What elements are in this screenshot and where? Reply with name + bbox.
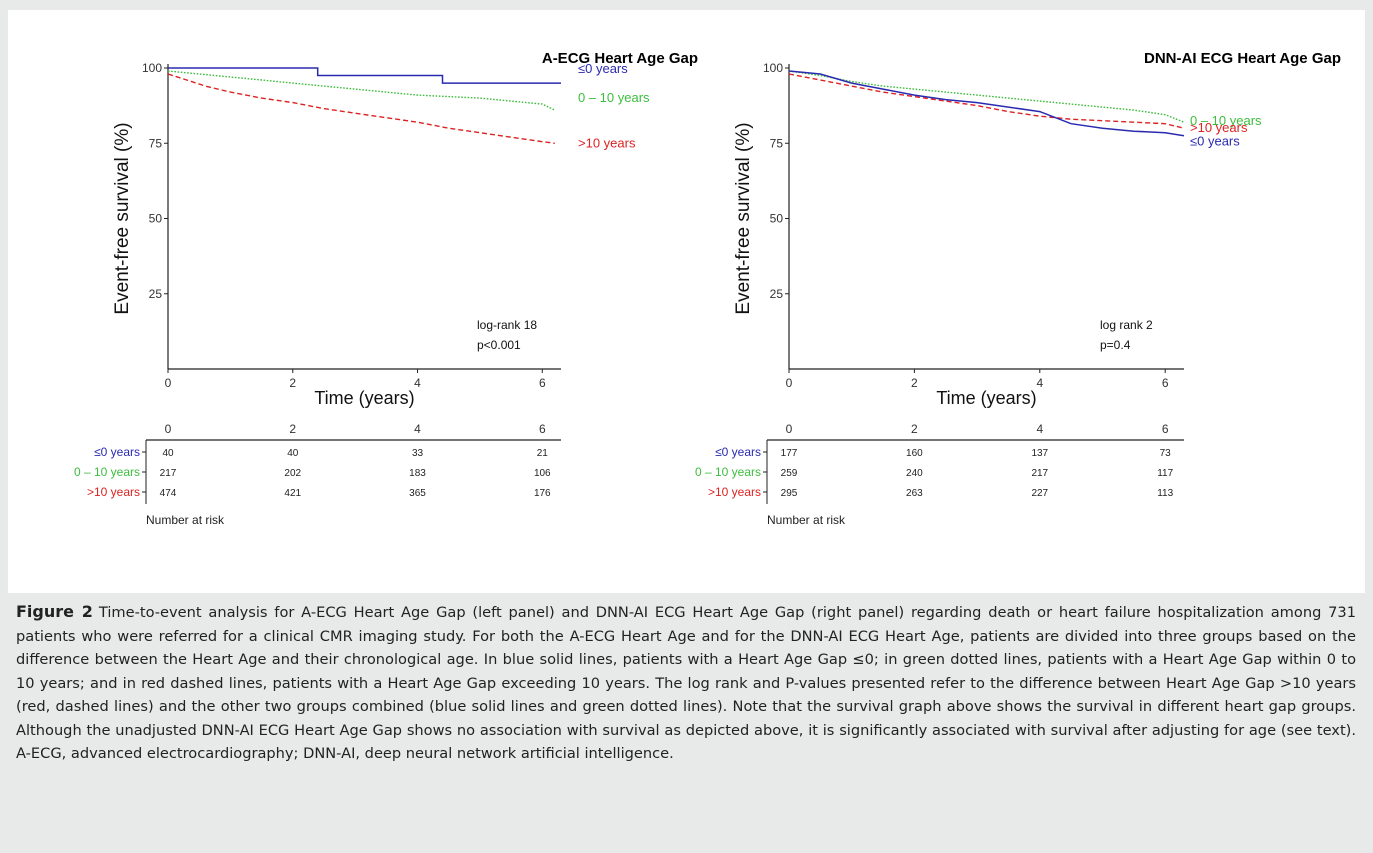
panel2-risk-value: 240: [906, 468, 923, 479]
panel1-risk-table-caption: Number at risk: [146, 513, 225, 527]
panel2-x-tick-label: 2: [911, 376, 918, 390]
panel1-series-line-green: [167, 70, 556, 111]
panel1-series-line-red: [167, 73, 555, 144]
panel2-risk-value: 137: [1031, 448, 1048, 459]
panel2-logrank-annotation: log rank 2: [1100, 318, 1153, 332]
panel1-y-axis-label: Event-free survival (%): [112, 122, 133, 314]
panel1-series-line-blue: [168, 67, 561, 84]
panel2-risk-time-label: 4: [1036, 422, 1043, 436]
panel2-risk-value: 73: [1160, 448, 1172, 459]
panel2-x-axis-label: Time (years): [936, 388, 1036, 408]
panel1-y-tick-label: 25: [149, 287, 163, 301]
panel1-risk-time-label: 6: [539, 422, 546, 436]
panel1-risk-row-label-green: 0 – 10 years: [74, 465, 140, 479]
panel1-y-tick-label: 50: [149, 212, 163, 226]
panel1-risk-value: 176: [534, 488, 551, 499]
panel1-risk-time-label: 2: [289, 422, 296, 436]
panel2-x-tick-label: 6: [1162, 376, 1169, 390]
panel2-risk-row-label-blue: ≤0 years: [715, 445, 761, 459]
panel2-risk-time-label: 0: [786, 422, 793, 436]
panel2-risk-row-label-green: 0 – 10 years: [695, 465, 761, 479]
figure-label: Figure 2: [16, 602, 93, 621]
panel2-x-tick-label: 0: [786, 376, 793, 390]
panel2-risk-value: 117: [1157, 468, 1173, 479]
panel2-risk-value: 227: [1031, 488, 1048, 499]
panel1-series-label-blue: ≤0 years: [578, 61, 628, 76]
panel2-risk-value: 295: [781, 488, 798, 499]
panel1-x-tick-label: 2: [289, 376, 296, 390]
panel1-series-label-red: >10 years: [578, 135, 636, 150]
panel1-x-axis-label: Time (years): [314, 388, 414, 408]
panel1-series-label-green: 0 – 10 years: [578, 90, 650, 105]
panel2-y-tick-label: 75: [770, 136, 784, 150]
panel2-series-line-green: [788, 70, 1185, 123]
panel1-risk-value: 474: [160, 488, 177, 499]
panel2-risk-value: 263: [906, 488, 923, 499]
figure-caption: Figure 2 Time-to-event analysis for A-ECG…: [16, 600, 1356, 766]
panel1-logrank-annotation: log-rank 18: [477, 318, 537, 332]
panel1-risk-value: 40: [162, 448, 174, 459]
panel2-series-label-green: 0 – 10 years: [1190, 113, 1262, 128]
panel1-risk-time-label: 4: [414, 422, 421, 436]
panel1-risk-value: 21: [537, 448, 549, 459]
panel2-series-line-blue: [788, 70, 1185, 137]
panel1-pvalue-annotation: p<0.001: [477, 338, 521, 352]
panel2-risk-value: 217: [1031, 468, 1048, 479]
panel2-risk-value: 177: [781, 448, 798, 459]
panel1-risk-value: 365: [409, 488, 426, 499]
panel2-y-tick-label: 25: [770, 287, 784, 301]
panel1-x-tick-label: 0: [165, 376, 172, 390]
panel1-x-tick-label: 4: [414, 376, 421, 390]
panel2-y-tick-label: 100: [763, 61, 783, 75]
kaplan-meier-figure: A-ECG Heart Age Gap 25 50 75 100 0 2 4 6 Time (ye…: [74, 50, 1341, 527]
panel2-x-tick-label: 4: [1036, 376, 1043, 390]
panel1-risk-value: 40: [287, 448, 299, 459]
panel1-chart-title: A-ECG Heart Age Gap: [542, 50, 698, 67]
panel2-series-label-red: >10 years: [1190, 120, 1248, 135]
panel2-y-axis-label: Event-free survival (%): [733, 122, 754, 314]
panel1-x-tick-label: 6: [539, 376, 546, 390]
panel2-risk-time-label: 2: [911, 422, 918, 436]
panel1-risk-value: 183: [409, 468, 426, 479]
panel1-risk-value: 33: [412, 448, 424, 459]
panel1-risk-time-label: 0: [165, 422, 172, 436]
panel1-y-tick-label: 75: [149, 136, 163, 150]
panel1-risk-row-label-red: >10 years: [87, 485, 140, 499]
panel2-chart-title: DNN-AI ECG Heart Age Gap: [1144, 50, 1341, 67]
panel2-risk-value: 113: [1157, 488, 1173, 499]
figure-caption-text: Time-to-event analysis for A-ECG Heart A…: [16, 604, 1356, 762]
panel2-series-label-blue: ≤0 years: [1190, 134, 1240, 149]
figure-panel: A-ECG Heart Age Gap 25 50 75 100 0 2 4 6 Time (ye…: [8, 10, 1365, 593]
panel2-risk-value: 160: [906, 448, 923, 459]
panel2-y-tick-label: 50: [770, 212, 784, 226]
panel2-risk-time-label: 6: [1162, 422, 1169, 436]
panel1-risk-value: 106: [534, 468, 551, 479]
panel1-risk-value: 217: [160, 468, 177, 479]
panel2-risk-table-caption: Number at risk: [767, 513, 846, 527]
panel2-risk-row-label-red: >10 years: [708, 485, 761, 499]
panel2-risk-value: 259: [781, 468, 798, 479]
panel1-risk-value: 202: [284, 468, 301, 479]
panel2-pvalue-annotation: p=0.4: [1100, 338, 1131, 352]
panel1-risk-value: 421: [284, 488, 301, 499]
panel1-risk-row-label-blue: ≤0 years: [94, 445, 140, 459]
panel1-y-tick-label: 100: [142, 61, 162, 75]
